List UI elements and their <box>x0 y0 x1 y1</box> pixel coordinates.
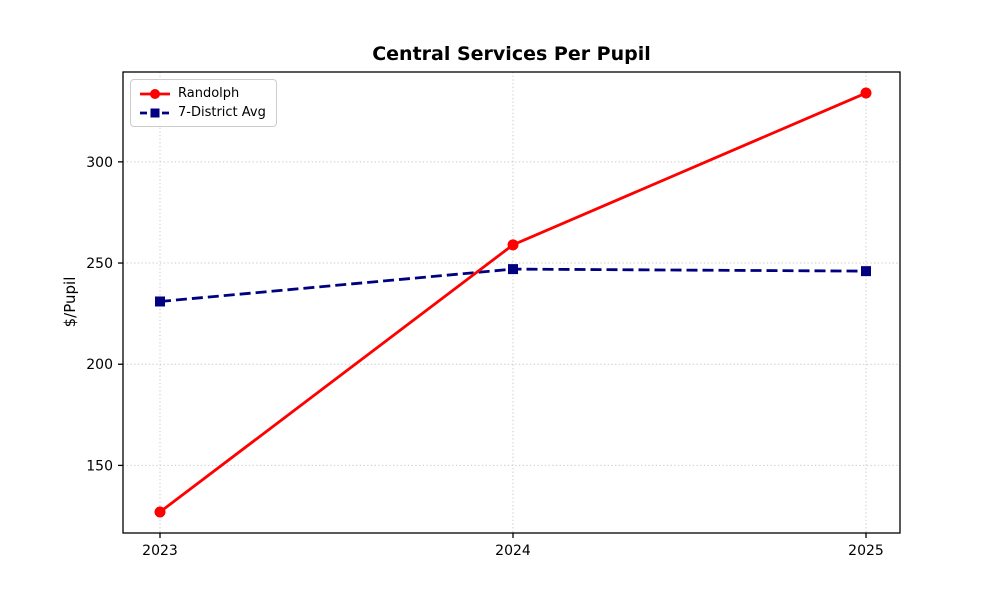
marker-randolph-2024 <box>507 239 519 251</box>
y-tick-label-300: 300 <box>86 155 113 171</box>
chart-title: Central Services Per Pupil <box>372 43 651 65</box>
axes-spines <box>122 71 901 534</box>
marker-7-district-avg-2025 <box>861 266 871 277</box>
y-tick-label-200: 200 <box>86 357 113 373</box>
legend-item-randolph: Randolph <box>140 85 266 102</box>
legend-swatch-7-district-avg <box>140 108 170 117</box>
legend-swatch-randolph <box>140 88 170 99</box>
legend-item-7-district-avg: 7-District Avg <box>140 104 266 121</box>
series-7-district-avg <box>155 264 871 307</box>
legend: Randolph 7-District Avg <box>130 79 277 127</box>
marker-randolph-2023 <box>154 506 166 518</box>
marker-7-district-avg-2024 <box>508 264 518 275</box>
marker-7-district-avg-2023 <box>155 296 165 307</box>
legend-marker-square <box>150 108 160 117</box>
series-randolph <box>154 87 872 518</box>
legend-label-randolph: Randolph <box>178 86 240 101</box>
y-tick-label-250: 250 <box>86 256 113 272</box>
legend-marker-circle <box>150 88 160 99</box>
legend-label-7-district-avg: 7-District Avg <box>178 105 266 120</box>
y-tick-label-150: 150 <box>86 458 113 474</box>
x-tick-label-2024: 2024 <box>495 543 531 559</box>
x-tick-label-2025: 2025 <box>848 543 884 559</box>
marker-randolph-2025 <box>860 87 872 99</box>
x-tick-label-2023: 2023 <box>142 543 178 559</box>
